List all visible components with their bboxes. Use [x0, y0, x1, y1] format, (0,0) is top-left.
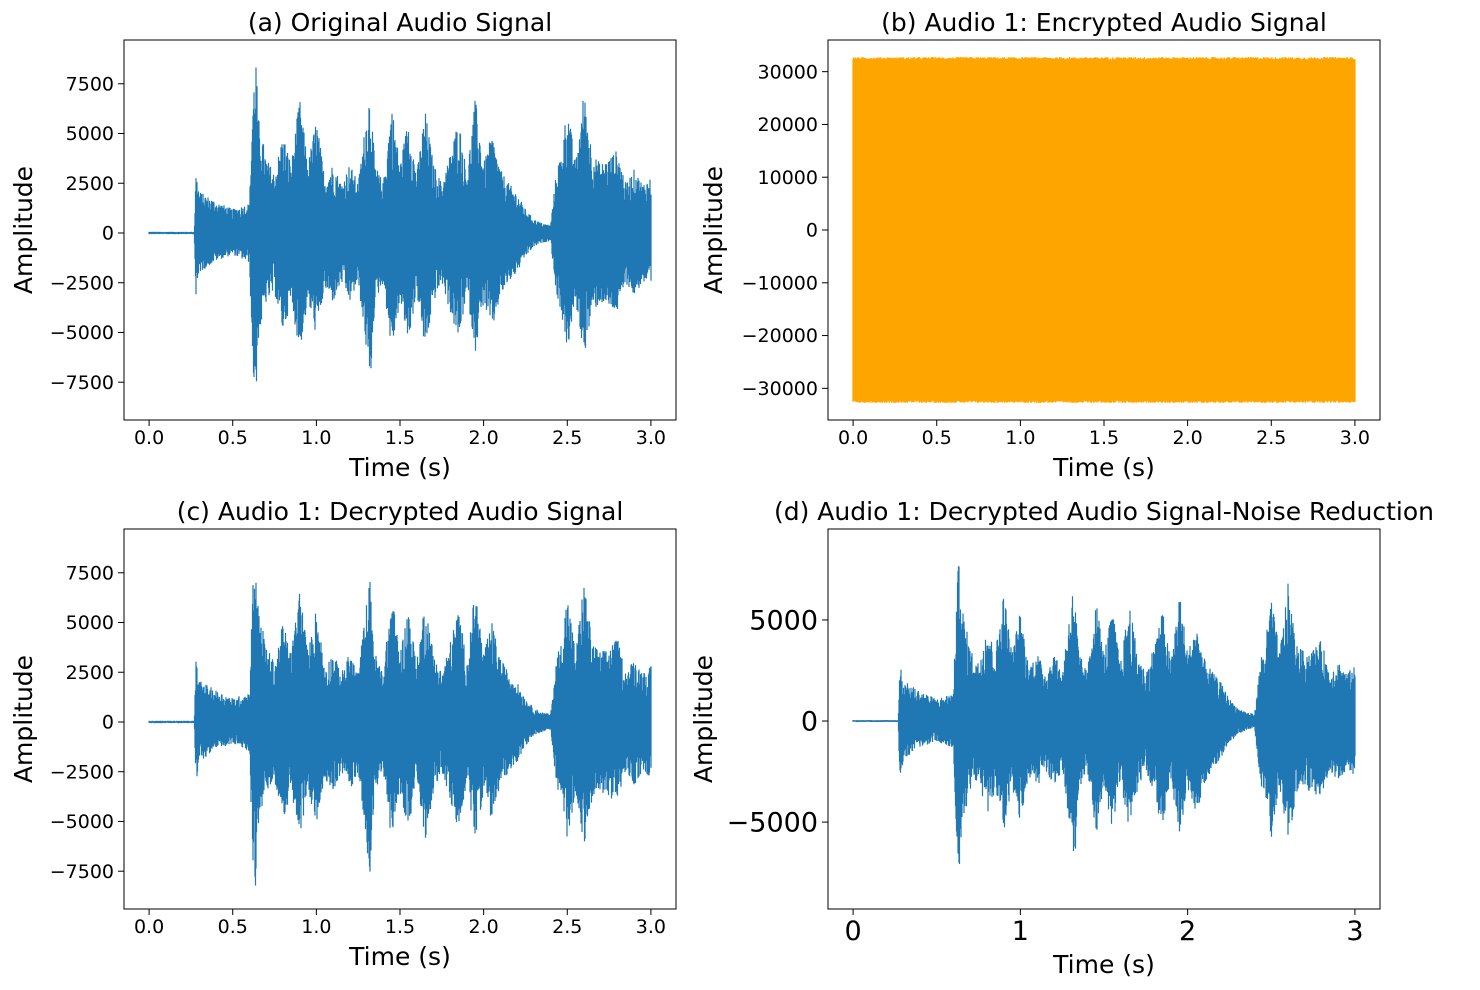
- x-tick-label: 2: [1179, 916, 1196, 947]
- y-tick-label: 7500: [66, 562, 114, 584]
- x-tick-label: 0.0: [134, 427, 164, 449]
- x-tick-label: 0: [844, 916, 861, 947]
- y-tick-label: 2500: [66, 662, 114, 684]
- y-tick-label: −10000: [742, 272, 818, 294]
- x-tick-label: 2.5: [1256, 427, 1286, 449]
- x-tick-label: 3.0: [1340, 427, 1370, 449]
- y-tick-label: −20000: [742, 325, 818, 347]
- y-tick-label: 0: [801, 706, 818, 737]
- x-tick-label: 2.5: [552, 916, 582, 938]
- x-axis-label: Time (s): [348, 453, 451, 482]
- x-tick-label: 2.5: [552, 427, 582, 449]
- x-tick-label: 0.0: [134, 916, 164, 938]
- chart-panel-2: 0.0 0.5 1.0 1.5 2.0 2.5 3.0 −30000 −20000 −10000 0…: [699, 8, 1381, 482]
- y-tick-label: 7500: [66, 73, 114, 95]
- y-tick-label: 2500: [66, 173, 114, 195]
- x-tick-label: 1.5: [1089, 427, 1119, 449]
- chart-title: (b) Audio 1: Encrypted Audio Signal: [881, 8, 1327, 37]
- signal-trace: [148, 582, 652, 886]
- y-tick-label: 30000: [758, 61, 818, 83]
- signal-trace: [852, 57, 1356, 403]
- x-axis-label: Time (s): [1052, 453, 1155, 482]
- y-tick-label: −5000: [50, 811, 114, 833]
- y-tick-label: −2500: [50, 272, 114, 294]
- x-tick-label: 3: [1346, 916, 1363, 947]
- x-tick-label: 1.5: [385, 427, 415, 449]
- y-axis-label: Amplitude: [9, 655, 38, 783]
- chart-title: (d) Audio 1: Decrypted Audio Signal-Nois…: [774, 497, 1434, 526]
- axes-frame: [827, 528, 1381, 910]
- y-tick-label: 5000: [749, 605, 818, 636]
- x-axis-label: Time (s): [348, 942, 451, 971]
- y-tick-label: −30000: [742, 378, 818, 400]
- y-tick-label: 10000: [758, 167, 818, 189]
- y-tick-label: 0: [102, 223, 114, 245]
- y-axis-label: Amplitude: [9, 166, 38, 294]
- y-tick-label: −5000: [50, 322, 114, 344]
- signal-trace: [148, 67, 652, 382]
- y-tick-label: −7500: [50, 372, 114, 394]
- x-tick-label: 0.0: [838, 427, 868, 449]
- y-tick-label: −5000: [727, 808, 818, 839]
- x-tick-label: 1.0: [301, 916, 331, 938]
- x-tick-label: 2.0: [469, 427, 499, 449]
- signal-trace: [852, 566, 1356, 864]
- chart-panel-1: 0.0 0.5 1.0 1.5 2.0 2.5 3.0 −7500 −5000 −2500 0 250…: [9, 8, 677, 482]
- x-tick-label: 2.0: [469, 916, 499, 938]
- chart-panel-4: 0 1 2 3 −5000 0 5000 (d) Audio 1: Decrypted Aud…: [689, 497, 1434, 979]
- chart-panel-3: 0.0 0.5 1.0 1.5 2.0 2.5 3.0 −7500 −5000 −2500 0 250…: [9, 497, 677, 971]
- y-tick-label: 5000: [66, 612, 114, 634]
- x-tick-label: 1.0: [1005, 427, 1035, 449]
- x-axis-label: Time (s): [1052, 950, 1155, 979]
- x-tick-label: 3.0: [636, 427, 666, 449]
- x-tick-label: 0.5: [218, 427, 248, 449]
- y-tick-label: 5000: [66, 123, 114, 145]
- x-tick-label: 2.0: [1173, 427, 1203, 449]
- x-tick-label: 1: [1012, 916, 1029, 947]
- chart-title: (c) Audio 1: Decrypted Audio Signal: [177, 497, 624, 526]
- x-tick-label: 0.5: [218, 916, 248, 938]
- y-tick-label: 20000: [758, 114, 818, 136]
- x-tick-label: 1.5: [385, 916, 415, 938]
- y-tick-label: −7500: [50, 861, 114, 883]
- y-axis-label: Amplitude: [689, 655, 718, 783]
- chart-title: (a) Original Audio Signal: [248, 8, 552, 37]
- y-tick-label: 0: [806, 220, 818, 242]
- x-tick-label: 3.0: [636, 916, 666, 938]
- x-tick-label: 0.5: [922, 427, 952, 449]
- y-axis-label: Amplitude: [699, 166, 728, 294]
- x-tick-label: 1.0: [301, 427, 331, 449]
- y-tick-label: −2500: [50, 761, 114, 783]
- y-tick-label: 0: [102, 712, 114, 734]
